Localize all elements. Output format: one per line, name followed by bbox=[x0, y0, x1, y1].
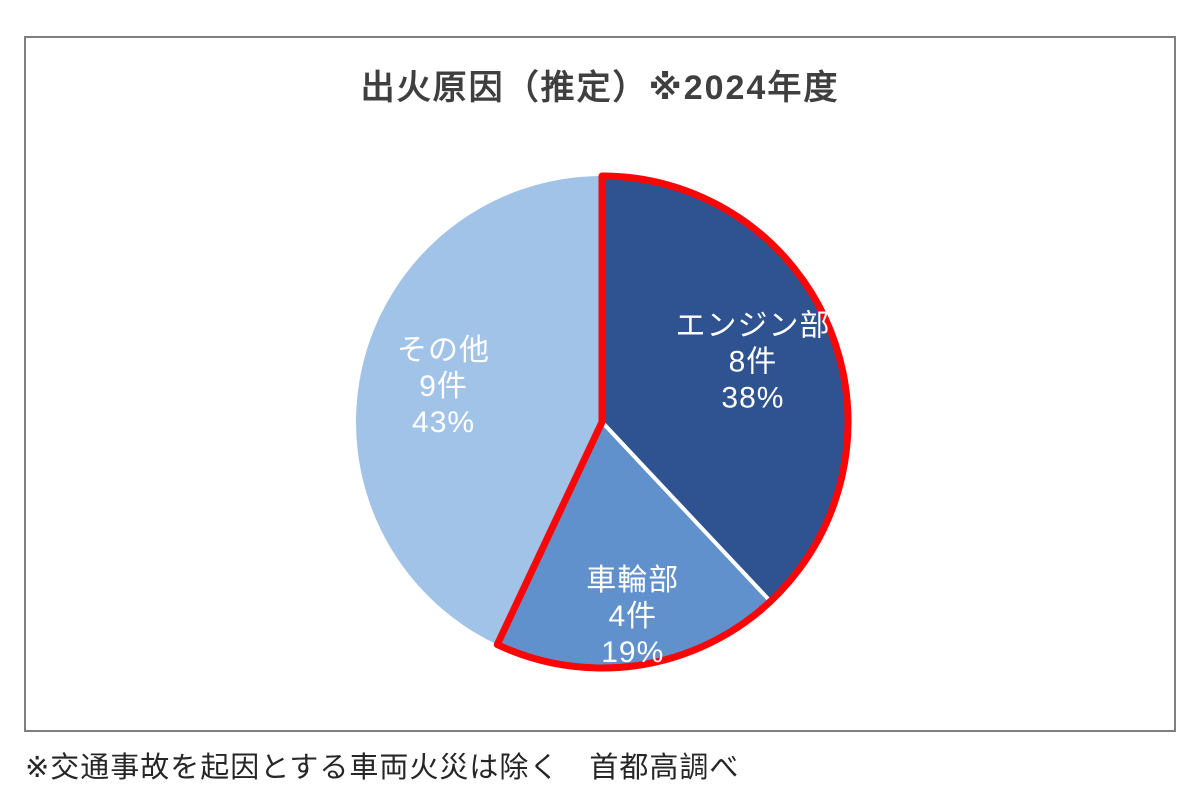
pie-slice-label-1-count_label: 4件 bbox=[608, 600, 657, 633]
pie-slice-label-2-percent_label: 43% bbox=[412, 406, 475, 439]
pie-slice-label-0-percent_label: 38% bbox=[721, 382, 784, 415]
pie-slice-label-1-percent_label: 19% bbox=[601, 636, 664, 669]
footnote: ※交通事故を起因とする車両火災は除く 首都高調べ bbox=[25, 752, 740, 784]
pie-slice-label-1-label: 車輪部 bbox=[586, 564, 679, 597]
pie-highlight-outline bbox=[493, 172, 852, 672]
pie-slice-label-1: 車輪部 4件 19% bbox=[586, 564, 679, 669]
pie-slice-label-0-label: エンジン部 bbox=[675, 310, 830, 343]
pie-slice-label-2: その他 9件 43% bbox=[397, 334, 490, 439]
pie-slice-label-2-count_label: 9件 bbox=[419, 370, 468, 403]
pie-slice-2 bbox=[356, 176, 602, 645]
pie-divider-1 bbox=[600, 420, 772, 603]
pie-slice-label-2-label: その他 bbox=[397, 334, 490, 367]
pie-slice-0 bbox=[602, 176, 848, 602]
chart-title: 出火原因（推定）※2024年度 bbox=[360, 69, 840, 107]
pie-slice-label-0-count_label: 8件 bbox=[729, 346, 778, 379]
pie-slice-label-0: エンジン部 8件 38% bbox=[675, 310, 830, 415]
pie-slice-1 bbox=[497, 422, 771, 668]
